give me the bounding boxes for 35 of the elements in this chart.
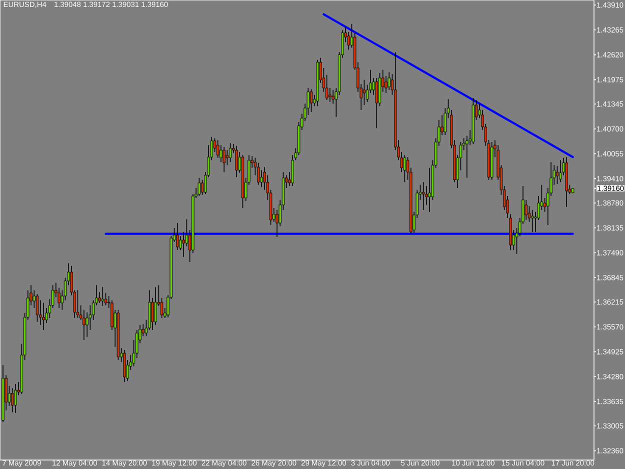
candlestick	[222, 146, 226, 173]
candlestick	[216, 140, 220, 158]
candlestick	[328, 88, 332, 102]
candlestick	[291, 154, 294, 186]
candlestick	[524, 200, 528, 220]
candlestick	[176, 222, 179, 250]
candlestick	[10, 388, 14, 413]
candlestick	[428, 167, 431, 212]
candlestick	[226, 150, 229, 166]
candlestick	[123, 350, 126, 382]
candlestick	[151, 298, 154, 330]
candlestick	[310, 88, 313, 112]
candlestick	[182, 232, 185, 258]
candlestick	[422, 182, 425, 210]
candlestick	[42, 302, 45, 330]
candlestick	[530, 210, 534, 232]
candlestick	[260, 170, 263, 188]
candlestick	[154, 286, 157, 326]
candlestick	[228, 142, 232, 162]
candlestick	[200, 179, 204, 196]
candlestick	[235, 145, 238, 178]
candlestick	[256, 162, 260, 186]
candlestick	[198, 178, 201, 196]
candlestick	[36, 294, 39, 322]
candlestick	[142, 324, 144, 337]
candlestick	[559, 160, 562, 183]
candlestick	[76, 290, 80, 318]
candlestick	[362, 79, 366, 106]
candlestick	[101, 286, 104, 306]
candlestick	[14, 384, 17, 414]
candlestick	[403, 154, 406, 183]
candlestick	[82, 309, 86, 340]
candlestick	[58, 287, 60, 308]
candlestick	[332, 90, 334, 104]
candlestick	[375, 78, 378, 129]
